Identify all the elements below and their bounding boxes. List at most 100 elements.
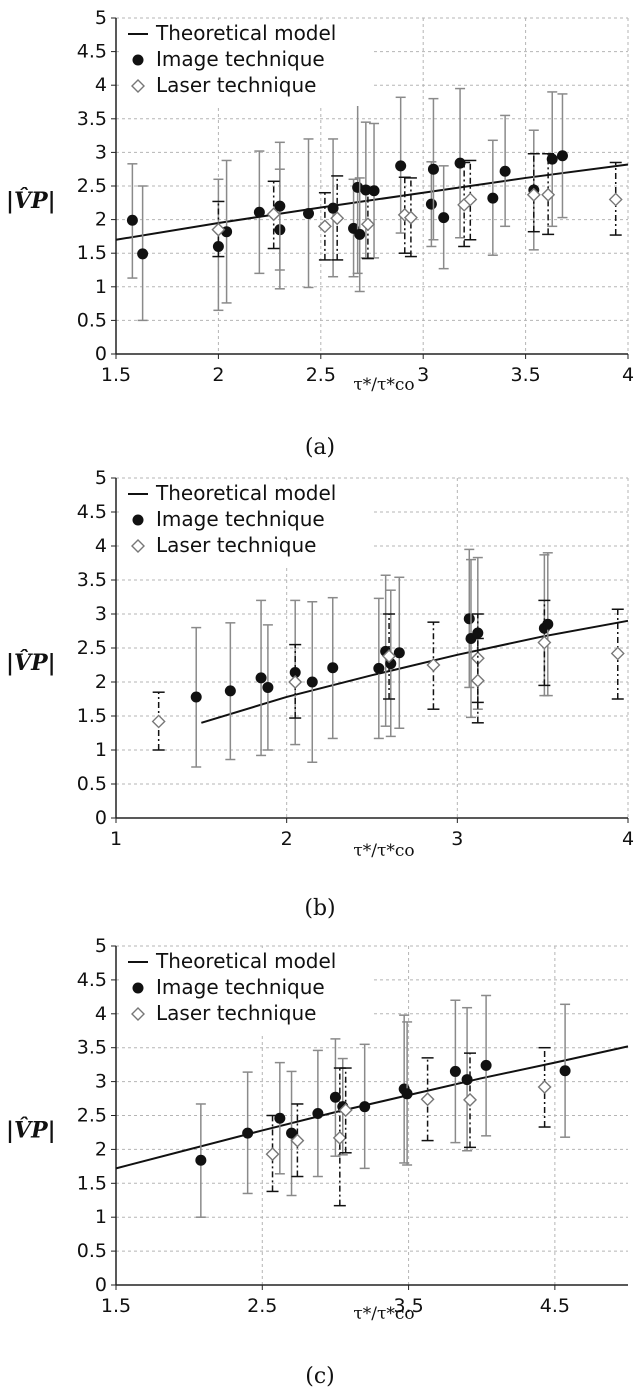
image-technique-marker (312, 1107, 324, 1119)
laser-technique-point (426, 621, 441, 710)
image-technique-marker (556, 150, 568, 162)
image-technique-marker (393, 647, 405, 659)
legend-box (122, 20, 374, 106)
image-technique-point (274, 141, 286, 271)
chart-panel-b: 0 0.5 1 1.5 2 2.5 3 3.5 4 4.5 5 1 2 3 4 τ*/τ*co |V̂P| The… (6, 467, 634, 921)
image-technique-marker (487, 192, 499, 204)
y-tick-label: 4.5 (77, 41, 107, 63)
laser-technique-marker (420, 1092, 435, 1107)
image-technique-marker (329, 1091, 341, 1103)
image-technique-point (480, 994, 492, 1137)
laser-technique-point (470, 637, 485, 724)
image-technique-marker (242, 1127, 254, 1139)
laser-technique-point (382, 613, 397, 700)
laser-technique-point (360, 188, 375, 260)
image-technique-marker (449, 1065, 461, 1077)
y-tick-label: 3 (95, 141, 107, 163)
image-technique-point (262, 624, 274, 751)
x-axis-label: τ*/τ*co (353, 375, 414, 395)
laser-technique-marker (338, 1103, 353, 1118)
laser-technique-point (403, 177, 418, 258)
laser-technique-marker (211, 222, 226, 237)
x-tick-label: 3.5 (510, 364, 540, 386)
x-tick-label: 3 (451, 828, 463, 850)
laser-technique-marker (426, 658, 441, 672)
image-technique-point (463, 548, 475, 689)
image-technique-point (385, 589, 397, 738)
image-technique-marker (373, 662, 385, 674)
image-technique-point (224, 622, 236, 761)
image-technique-marker (438, 212, 450, 224)
chart-panel-c: 0 0.5 1 1.5 2 2.5 3 3.5 4 4.5 5 1.5 2.5 3.5 4.5 τ*/τ*co… (6, 935, 629, 1389)
image-technique-marker (262, 681, 274, 693)
x-tick-label: 2.5 (306, 364, 336, 386)
legend-entry: Theoretical model (155, 481, 336, 505)
laser-technique-marker (541, 187, 556, 202)
image-technique-point (253, 150, 265, 275)
y-tick-label: 3 (95, 603, 107, 625)
image-technique-point (499, 114, 511, 228)
image-technique-point (368, 122, 380, 259)
image-technique-marker (224, 685, 236, 697)
x-axis-label: τ*/τ*co (353, 841, 414, 861)
image-technique-marker (401, 1088, 413, 1100)
y-tick-label: 5 (95, 467, 107, 489)
y-tick-label: 1.5 (77, 705, 107, 727)
image-technique-marker (368, 185, 380, 197)
chart-panel-a: 0 0.5 1 1.5 2 2.5 3 3.5 4 4.5 5 1.5 2 2.5 3 3.5 4 τ*/τ*co… (6, 7, 634, 460)
x-tick-label: 1.5 (101, 1295, 131, 1317)
x-tick-label: 2.5 (247, 1295, 277, 1317)
y-tick-label: 3.5 (77, 569, 107, 591)
image-technique-marker (306, 676, 318, 688)
laser-technique-point (463, 1052, 478, 1149)
y-tick-label: 0.5 (77, 1240, 107, 1262)
legend-entry: Image technique (156, 975, 325, 999)
laser-technique-marker (360, 217, 375, 232)
laser-technique-point (151, 691, 166, 751)
laser-technique-marker (470, 673, 485, 688)
image-technique-marker (480, 1059, 492, 1071)
y-tick-label: 1.5 (77, 242, 107, 264)
legend-entry: Image technique (156, 507, 325, 531)
laser-technique-marker (290, 1133, 305, 1148)
image-technique-point (303, 138, 315, 289)
panel-label: (a) (305, 435, 335, 460)
legend-circle-swatch (132, 514, 144, 526)
legend-circle-swatch (132, 982, 144, 994)
laser-technique-point (330, 175, 345, 261)
theoretical-model-line (201, 619, 629, 724)
theoretical-model-line (115, 163, 629, 241)
image-technique-point (427, 97, 439, 241)
laser-technique-marker (288, 675, 303, 689)
legend-entry: Laser technique (156, 533, 316, 557)
x-tick-label: 2 (281, 828, 293, 850)
laser-technique-marker (151, 714, 166, 729)
image-technique-marker (463, 613, 475, 625)
legend-entry: Theoretical model (155, 949, 336, 973)
image-technique-point (126, 163, 138, 279)
laser-technique-point (290, 1103, 305, 1178)
image-technique-point (354, 177, 366, 293)
legend-entry: Image technique (156, 47, 325, 71)
image-technique-marker (559, 1065, 571, 1077)
y-tick-label: 3 (95, 1071, 107, 1093)
image-technique-point (393, 576, 405, 729)
y-tick-label: 3.5 (77, 108, 107, 130)
laser-technique-marker (266, 207, 281, 222)
y-tick-label: 4 (95, 1003, 107, 1025)
image-technique-point (461, 1006, 473, 1152)
image-technique-point (373, 597, 385, 740)
image-technique-point (137, 185, 149, 322)
laser-technique-marker (610, 646, 625, 661)
laser-technique-point (266, 180, 281, 250)
image-technique-point (306, 601, 318, 763)
laser-technique-point (537, 599, 552, 687)
y-tick-label: 2 (95, 1138, 107, 1160)
image-technique-point (195, 1103, 207, 1218)
x-tick-label: 1 (110, 828, 122, 850)
y-tick-label: 2.5 (77, 175, 107, 197)
image-technique-point (438, 165, 450, 270)
image-technique-point (449, 999, 461, 1144)
